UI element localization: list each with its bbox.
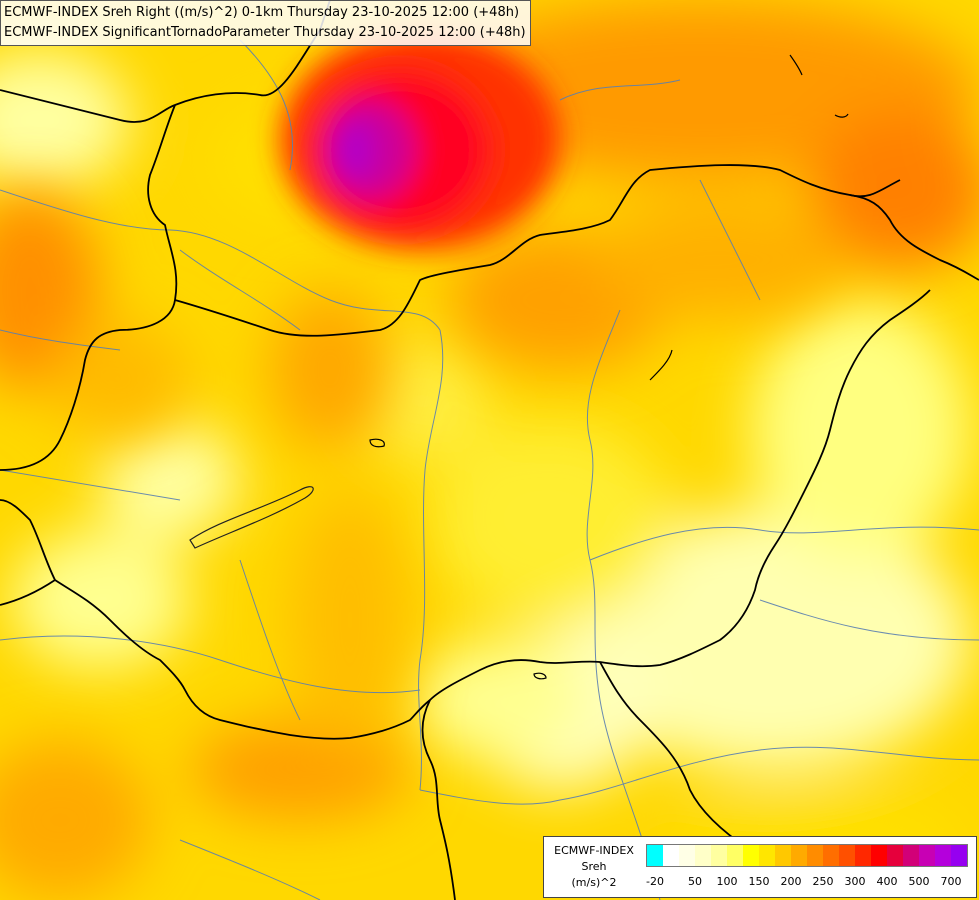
legend-swatch [903, 845, 919, 866]
legend-swatch [839, 845, 855, 866]
legend-swatch [711, 845, 727, 866]
legend-parameter: Sreh [581, 860, 607, 873]
legend-swatch [759, 845, 775, 866]
field-red-core [280, 30, 560, 250]
legend-swatch [727, 845, 743, 866]
legend-tick: -20 [646, 875, 664, 888]
legend-swatch [823, 845, 839, 866]
legend-tick: 200 [780, 875, 802, 888]
rivers [0, 39, 979, 900]
legend-swatch [935, 845, 951, 866]
legend-swatch [919, 845, 935, 866]
title-stp: ECMWF-INDEX SignificantTornadoParameter … [4, 25, 526, 40]
legend-color-bar [646, 844, 968, 867]
legend-label: ECMWF-INDEX Sreh (m/s)^2 [548, 843, 640, 891]
legend-tick: 400 [876, 875, 898, 888]
legend-tick: 700 [940, 875, 962, 888]
lake-balaton [189, 486, 314, 549]
legend-unit: (m/s)^2 [571, 876, 617, 889]
legend-swatch [743, 845, 759, 866]
legend-swatch [663, 845, 679, 866]
legend-swatch [647, 845, 663, 866]
legend-tick: 100 [716, 875, 738, 888]
legend-tick-labels: -20 50 100 150 200 250 300 400 500 700 [646, 875, 972, 891]
legend-swatch [871, 845, 887, 866]
legend-swatch [855, 845, 871, 866]
legend-tick: 250 [812, 875, 834, 888]
legend-tick: 50 [688, 875, 702, 888]
legend-swatch [887, 845, 903, 866]
legend-swatch [951, 845, 967, 866]
legend-swatch [775, 845, 791, 866]
legend-model: ECMWF-INDEX [554, 844, 634, 857]
legend-swatch [695, 845, 711, 866]
title-sreh: ECMWF-INDEX Sreh Right ((m/s)^2) 0-1km T… [4, 5, 520, 20]
map-title-box: ECMWF-INDEX Sreh Right ((m/s)^2) 0-1km T… [0, 0, 531, 46]
legend-tick: 500 [908, 875, 930, 888]
legend-swatch [807, 845, 823, 866]
legend-swatch [791, 845, 807, 866]
legend-swatch [679, 845, 695, 866]
map-minor-outlines [369, 54, 849, 680]
legend-tick: 150 [748, 875, 770, 888]
field-blobs [0, 50, 970, 900]
legend-tick: 300 [844, 875, 866, 888]
color-legend: ECMWF-INDEX Sreh (m/s)^2 -20 50 100 150 200 2… [543, 836, 977, 898]
